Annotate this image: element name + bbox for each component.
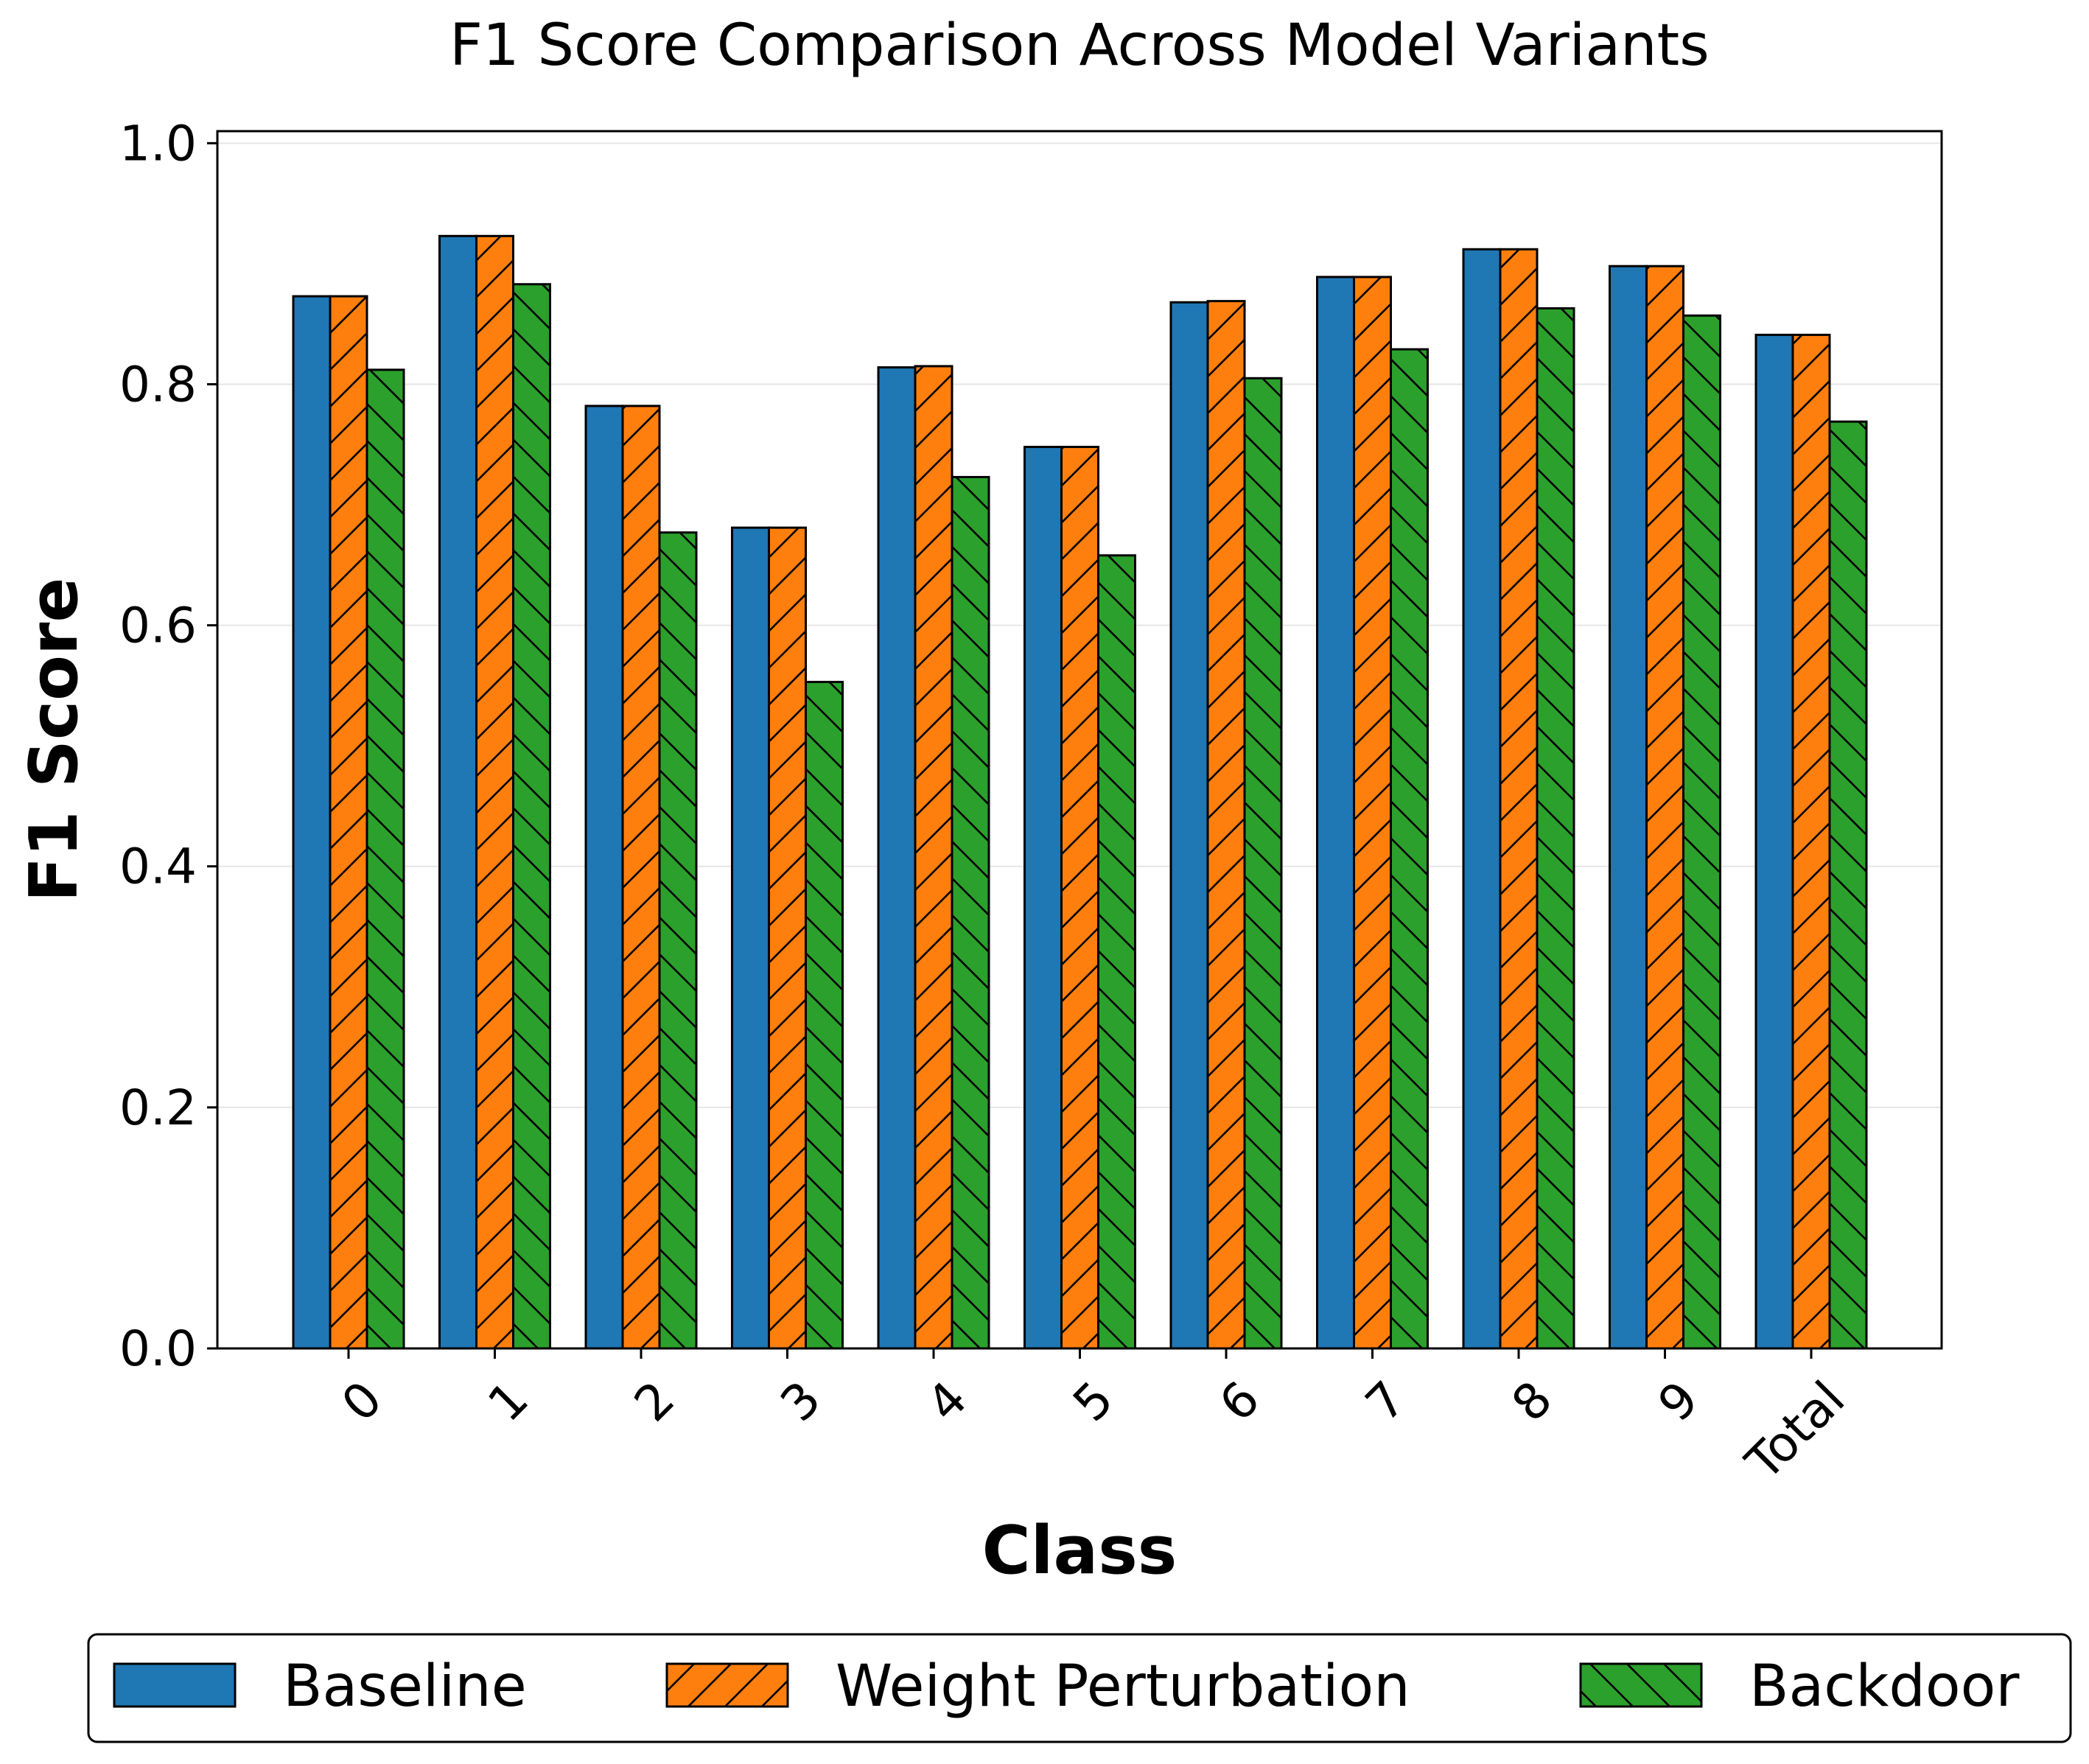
bar-hatch-weight-perturbation (1793, 335, 1830, 1348)
bar-hatch-backdoor (1245, 378, 1281, 1349)
x-tick-label: 2 (623, 1371, 685, 1432)
legend-label: Weight Perturbation (836, 1653, 1410, 1720)
x-tick-label: 7 (1355, 1371, 1417, 1432)
bar-hatch-weight-perturbation (1500, 249, 1537, 1348)
bar-baseline (1317, 276, 1354, 1349)
legend-item-weight-perturbation: Weight Perturbation (665, 1653, 1410, 1720)
y-tick-label: 0.6 (119, 598, 197, 654)
bar-baseline (293, 296, 330, 1349)
x-tick-label: 4 (916, 1371, 978, 1432)
legend-box (87, 1633, 2072, 1743)
y-tick-label: 0.0 (119, 1320, 197, 1377)
bar-baseline (439, 236, 477, 1348)
x-tick-label: 8 (1501, 1371, 1563, 1432)
x-tick-label: 3 (770, 1371, 832, 1432)
x-tick-label: 6 (1208, 1371, 1270, 1432)
bar-hatch-backdoor (1830, 421, 1866, 1348)
bar-hatch-backdoor (805, 682, 843, 1348)
bar-hatch-weight-perturbation (476, 236, 514, 1348)
bar-hatch-weight-perturbation (769, 528, 806, 1348)
y-tick-label: 0.2 (119, 1079, 197, 1136)
chart-title: F1 Score Comparison Across Model Variant… (449, 13, 1710, 79)
x-tick-label: 1 (477, 1371, 539, 1432)
bar-baseline (1756, 335, 1793, 1348)
bar-hatch-backdoor (659, 532, 696, 1348)
bar-hatch-weight-perturbation (1208, 301, 1245, 1348)
bar-hatch-backdoor (1683, 315, 1721, 1349)
bar-hatch-weight-perturbation (330, 296, 367, 1349)
bar-baseline (732, 528, 769, 1348)
y-axis: 0.0 0.2 0.4 0.6 0.8 1.0 (119, 115, 217, 1377)
legend-label: Backdoor (1749, 1653, 2020, 1720)
legend-item-baseline: Baseline (113, 1653, 527, 1720)
legend-swatch-outline (1579, 1662, 1703, 1708)
legend-swatch (114, 1664, 235, 1707)
y-tick-label: 0.4 (119, 839, 197, 895)
bar-baseline (1024, 447, 1062, 1349)
bar-hatch-backdoor (952, 477, 989, 1348)
legend: Baseline Weight Perturbation Backdoor (87, 1633, 2072, 1743)
legend-swatch-outline (113, 1662, 237, 1708)
y-axis-title: F1 Score (15, 578, 93, 903)
bar-baseline (878, 367, 915, 1348)
bar-baseline (1171, 302, 1208, 1349)
legend-label: Baseline (283, 1653, 527, 1720)
bar-hatch-backdoor (1098, 555, 1136, 1348)
bar-hatch-backdoor (367, 369, 404, 1348)
bar-hatch-weight-perturbation (1061, 447, 1099, 1349)
x-tick-label: 0 (331, 1371, 393, 1432)
legend-item-backdoor: Backdoor (1579, 1653, 2020, 1720)
y-tick-label: 1.0 (119, 115, 197, 172)
bar-hatch-weight-perturbation (623, 405, 659, 1348)
bar-hatch-weight-perturbation (915, 365, 952, 1349)
bars (292, 234, 1868, 1350)
bar-hatch-backdoor (1537, 308, 1574, 1349)
y-tick-label: 0.8 (119, 356, 197, 413)
x-axis-title: Class (982, 1512, 1178, 1589)
x-tick-label: Total (1735, 1371, 1855, 1491)
bar-hatch-weight-perturbation (1354, 276, 1391, 1349)
x-tick-label: 5 (1063, 1371, 1124, 1432)
bar-hatch-backdoor (513, 284, 550, 1348)
legend-swatch-hatch (667, 1664, 788, 1707)
bar-baseline (1463, 249, 1500, 1348)
bar-hatch-backdoor (1390, 349, 1428, 1348)
bar-baseline (586, 405, 623, 1348)
x-tick-label: 9 (1648, 1371, 1710, 1432)
legend-swatch-outline (665, 1662, 789, 1708)
bar-baseline (1609, 266, 1647, 1348)
bar-hatch-weight-perturbation (1646, 266, 1684, 1348)
legend-swatch-hatch (1581, 1664, 1701, 1707)
x-axis: 0 1 2 3 4 5 6 7 8 9 Total (331, 1348, 1855, 1491)
